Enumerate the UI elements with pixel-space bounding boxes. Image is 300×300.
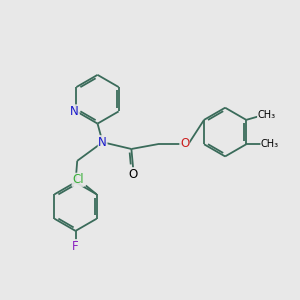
Text: N: N bbox=[98, 136, 107, 149]
Text: N: N bbox=[70, 105, 79, 118]
Text: CH₃: CH₃ bbox=[261, 139, 279, 149]
Text: Cl: Cl bbox=[72, 173, 84, 186]
Text: O: O bbox=[180, 137, 189, 150]
Text: CH₃: CH₃ bbox=[257, 110, 276, 120]
Text: F: F bbox=[72, 240, 79, 253]
Text: O: O bbox=[128, 168, 138, 181]
